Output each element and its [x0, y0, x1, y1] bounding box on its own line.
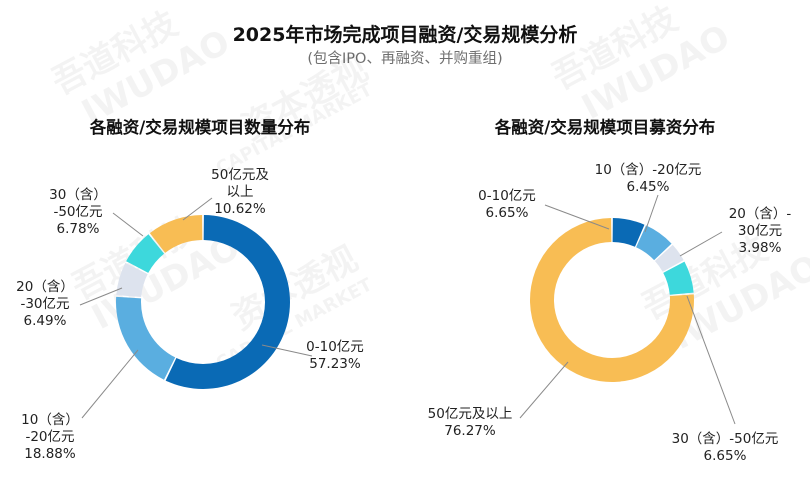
donut-slice	[654, 244, 684, 272]
data-label-line: 6.45%	[627, 179, 670, 195]
data-label-line: 0-10亿元	[306, 339, 364, 355]
data-label-line: -50亿元	[53, 204, 102, 220]
data-label: 30（含）-50亿元 6.65%	[672, 431, 779, 464]
data-label: 20（含）-30亿元 3.98%	[729, 206, 792, 256]
leader-line	[644, 194, 659, 233]
page-subtitle: (包含IPO、再融资、并购重组)	[307, 51, 503, 67]
data-label-line: 10（含）	[21, 412, 79, 428]
data-label-line: 10.62%	[214, 201, 266, 217]
data-label: 10（含）-20亿元 6.45%	[595, 162, 702, 195]
left-chart-title: 各融资/交易规模项目数量分布	[89, 118, 311, 137]
leader-line	[519, 361, 569, 419]
data-label: 50亿元及以上 76.27%	[428, 406, 513, 439]
right-donut: 0-10亿元 6.65%10（含）-20亿元 6.45%20（含）-30亿元 3.98…	[428, 162, 792, 464]
data-label-line: 50亿元及	[211, 167, 269, 183]
data-label: 30（含）-50亿元 6.78%	[49, 187, 107, 237]
data-label: 20（含）-30亿元 6.49%	[16, 279, 74, 329]
data-label-line: 10（含）-20亿元	[595, 162, 702, 178]
data-label-line: 50亿元及以上	[428, 406, 513, 422]
donut-slice	[116, 262, 148, 298]
data-label-line: 57.23%	[309, 356, 361, 372]
data-label-line: 6.65%	[704, 448, 747, 464]
page-title: 2025年市场完成项目融资/交易规模分析	[232, 24, 578, 46]
left-donut: 0-10亿元 57.23%10（含）-20亿元 18.88%20（含）-30亿元 6.…	[16, 167, 364, 462]
data-label-line: 20（含）-	[729, 206, 792, 222]
data-label-line: 30（含）-50亿元	[672, 431, 779, 447]
data-label: 0-10亿元 57.23%	[306, 339, 364, 372]
data-label-line: 以上	[227, 184, 254, 200]
leader-line	[79, 287, 123, 306]
data-label-line: 6.65%	[486, 205, 529, 221]
data-label: 0-10亿元 6.65%	[478, 188, 536, 221]
donut-slice	[612, 218, 645, 247]
data-label: 50亿元及以上 10.62%	[211, 167, 269, 217]
data-label-line: 6.78%	[57, 221, 100, 237]
data-label-line: 20（含）	[16, 279, 74, 295]
donut-slice	[126, 234, 165, 273]
leader-line	[182, 197, 213, 221]
donut-slice	[663, 261, 694, 295]
leader-line	[679, 231, 723, 257]
data-label-line: 0-10亿元	[478, 188, 536, 204]
data-label-line: 6.49%	[24, 313, 67, 329]
right-chart-title: 各融资/交易规模项目募资分布	[494, 118, 716, 137]
data-label-line: 76.27%	[444, 423, 496, 439]
leader-line	[261, 344, 313, 357]
leader-line	[112, 212, 144, 237]
donut-slice	[165, 215, 290, 389]
data-label-line: 30（含）	[49, 187, 107, 203]
data-label-line: -20亿元	[25, 429, 74, 445]
donut-slice	[116, 296, 176, 380]
leader-line	[81, 349, 139, 419]
data-label-line: -30亿元	[20, 296, 69, 312]
data-label-line: 3.98%	[739, 240, 782, 256]
donut-slice	[636, 225, 672, 261]
data-label-line: 30亿元	[738, 223, 782, 239]
leader-line	[544, 204, 610, 230]
leader-line	[686, 295, 736, 425]
data-label: 10（含）-20亿元 18.88%	[21, 412, 79, 462]
data-label-line: 18.88%	[24, 446, 76, 462]
donut-slice	[149, 215, 203, 253]
